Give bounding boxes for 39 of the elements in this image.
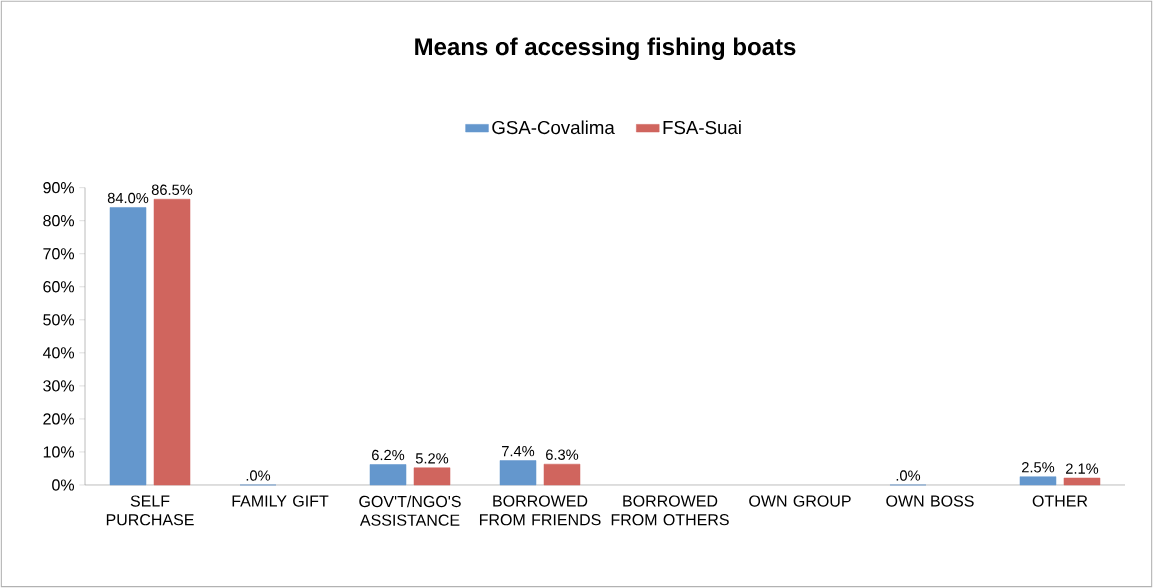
y-tick-label: 0% [52,479,75,491]
y-tick-label: 30% [43,380,75,392]
chart-title: Means of accessing fishing boats [415,37,796,61]
bar [413,467,451,486]
data-label: 86.5% [151,184,193,195]
data-label: 6.2% [372,449,405,461]
y-tick-label: 40% [42,347,75,359]
y-tick-label: 10% [43,446,75,458]
data-label: 2.5% [1022,462,1055,473]
x-tick-label: OTHER [1032,495,1088,507]
x-tick-label: GOV'T/NGO'S ASSISTANCE [359,495,461,526]
legend-label: FSA-Suai [663,120,741,135]
bar [369,464,407,486]
bar [543,463,581,486]
y-tick-label: 90% [43,182,75,194]
data-label: 7.4% [502,446,535,457]
x-tick-label: BORROWED FROM OTHERS [611,495,729,526]
x-tick-label: FAMILY GIFT [232,495,329,507]
x-tick-label: SELF PURCHASE [106,495,194,526]
x-tick-label: OWN GROUP [749,495,851,507]
data-label: .0% [246,470,271,481]
y-tick-label: 20% [43,413,75,425]
data-label: 84.0% [107,192,149,204]
y-tick-label: 60% [43,281,75,293]
x-tick-label: BORROWED FROM FRIENDS [479,495,601,526]
bar [499,460,537,486]
y-tick-label: 80% [43,215,75,227]
bar [1063,477,1101,486]
data-label: 6.3% [546,449,579,460]
data-label: 2.1% [1066,463,1099,474]
data-label: .0% [896,470,921,481]
y-tick-label: 50% [43,314,75,326]
bar [153,198,191,486]
data-label: 5.2% [415,453,449,464]
x-tick-label: OWN BOSS [886,495,974,507]
y-tick-label: 70% [43,248,75,260]
bar [1019,476,1057,486]
legend-label: GSA-Covalima [492,120,615,135]
bar [109,207,147,486]
